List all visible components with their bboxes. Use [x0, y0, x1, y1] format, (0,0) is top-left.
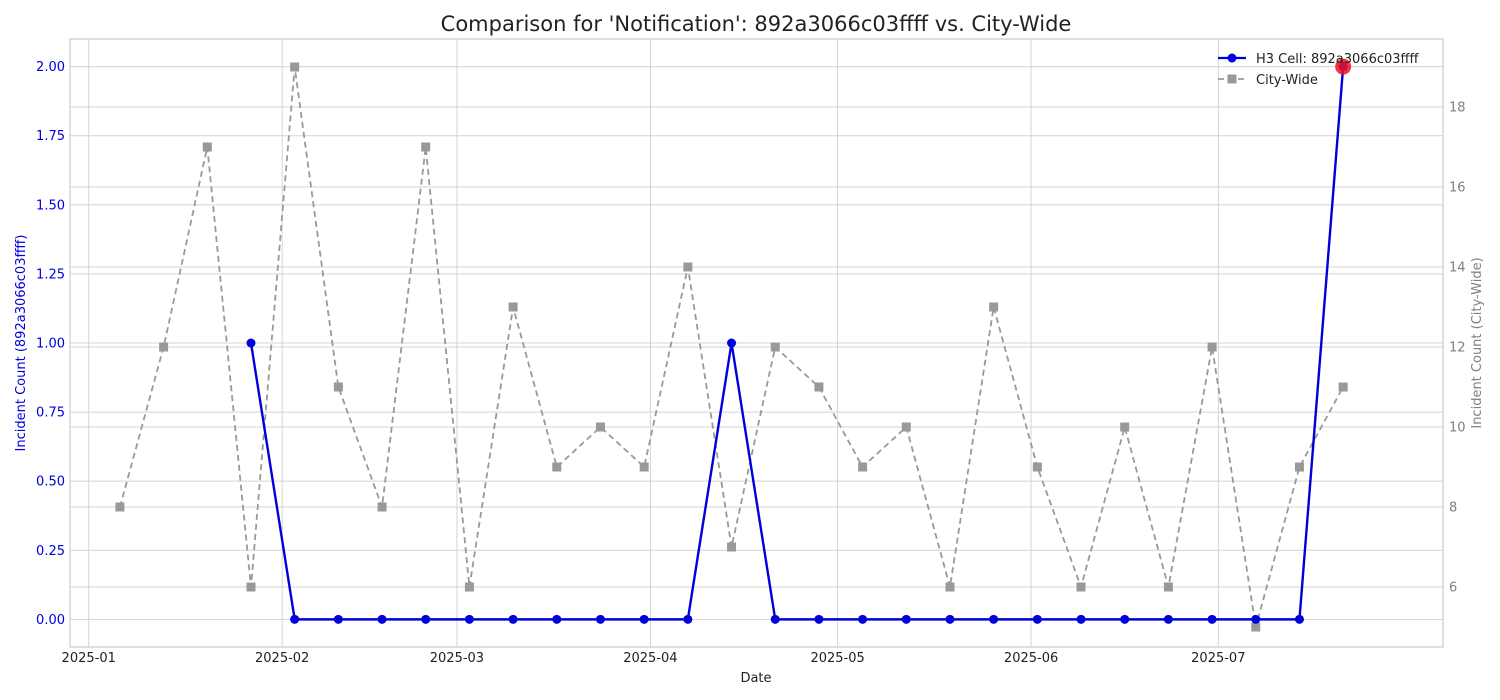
y-left-tick-label: 0.25 [36, 544, 65, 559]
h3-cell-point [1120, 614, 1130, 624]
city-wide-point [639, 462, 649, 472]
city-wide-point [508, 302, 518, 312]
h3-cell-point [1163, 614, 1173, 624]
y-axis-left-label: Incident Count (892a3066c03ffff) [14, 235, 29, 452]
city-wide-point [1207, 342, 1217, 352]
y-right-tick-label: 6 [1449, 581, 1457, 596]
y-left-tick-label: 1.25 [36, 267, 65, 282]
plot-frame [69, 38, 1444, 648]
y-left-tick-label: 2.00 [36, 60, 65, 75]
h3-cell-point [377, 614, 387, 624]
h3-cell-point [552, 614, 562, 624]
h3-cell-point [814, 614, 824, 624]
city-wide-point [901, 422, 911, 432]
h3-cell-point [246, 338, 256, 348]
city-wide-point [1294, 462, 1304, 472]
city-wide-point [945, 582, 955, 592]
y-left-tick-label: 1.00 [36, 337, 65, 352]
h3-cell-point [1032, 614, 1042, 624]
city-wide-point [202, 142, 212, 152]
y-left-tick-label: 0.00 [36, 613, 65, 628]
x-tick-label: 2025-07 [1191, 651, 1245, 666]
h3-cell-point [1251, 614, 1261, 624]
h3-cell-point [945, 614, 955, 624]
x-tick-label: 2025-05 [810, 651, 864, 666]
chart-title: Comparison for 'Notification': 892a3066c… [441, 12, 1072, 36]
legend-city-label: City-Wide [1256, 73, 1318, 88]
y-right-tick-label: 18 [1449, 101, 1466, 116]
city-wide-point [246, 582, 256, 592]
x-tick-label: 2025-03 [430, 651, 484, 666]
h3-cell-point [595, 614, 605, 624]
city-wide-point [683, 262, 693, 272]
h3-cell-point [1207, 614, 1217, 624]
city-wide-point [552, 462, 562, 472]
city-wide-point [1120, 422, 1130, 432]
x-tick-label: 2025-01 [62, 651, 116, 666]
city-wide-point [814, 382, 824, 392]
h3-cell-point [1294, 614, 1304, 624]
h3-cell-point [683, 614, 693, 624]
h3-cell-point [508, 614, 518, 624]
city-wide-point [115, 502, 125, 512]
highlight-point [1335, 58, 1352, 75]
series-layer [115, 58, 1352, 632]
city-wide-point [989, 302, 999, 312]
city-wide-point [1163, 582, 1173, 592]
x-axis-label: Date [740, 671, 771, 686]
y-right-tick-label: 16 [1449, 181, 1466, 196]
y-right-tick-label: 8 [1449, 501, 1457, 516]
y-right-tick-label: 12 [1449, 341, 1466, 356]
x-tick-label: 2025-04 [623, 651, 677, 666]
y-left-tick-label: 1.75 [36, 129, 65, 144]
city-wide-point [727, 542, 737, 552]
legend-city-marker [1227, 74, 1237, 84]
legend-cell-label: H3 Cell: 892a3066c03ffff [1256, 52, 1419, 67]
h3-cell-point [639, 614, 649, 624]
y-right-tick-label: 10 [1449, 421, 1466, 436]
city-wide-point [858, 462, 868, 472]
y-left-tick-label: 0.50 [36, 475, 65, 490]
x-tick-label: 2025-06 [1004, 651, 1058, 666]
h3-cell-point [901, 614, 911, 624]
x-tick-label: 2025-02 [255, 651, 309, 666]
city-wide-point [421, 142, 431, 152]
city-wide-point [377, 502, 387, 512]
city-wide-point [595, 422, 605, 432]
h3-cell-point [333, 614, 343, 624]
city-wide-point [1076, 582, 1086, 592]
h3-cell-point [1076, 614, 1086, 624]
city-wide-point [464, 582, 474, 592]
city-wide-point [770, 342, 780, 352]
city-wide-point [333, 382, 343, 392]
h3-cell-point [290, 614, 300, 624]
city-wide-point [1251, 622, 1261, 632]
city-wide-point [290, 62, 300, 72]
y-left-tick-label: 0.75 [36, 406, 65, 421]
legend: H3 Cell: 892a3066c03ffff City-Wide [1218, 52, 1419, 88]
h3-cell-line [249, 66, 1345, 621]
legend-cell-marker [1227, 53, 1237, 63]
city-wide-point [1338, 382, 1348, 392]
city-wide-point [1032, 462, 1042, 472]
city-wide-point [159, 342, 169, 352]
y-axis-right-label: Incident Count (City-Wide) [1470, 257, 1485, 428]
h3-cell-point [421, 614, 431, 624]
axes-layer: 2025-01 2025-02 2025-03 2025-04 2025-05 2025-… [36, 60, 1466, 666]
h3-cell-point [464, 614, 474, 624]
y-right-tick-label: 14 [1449, 261, 1466, 276]
y-left-tick-label: 1.50 [36, 198, 65, 213]
h3-cell-point [770, 614, 780, 624]
h3-cell-point [727, 338, 737, 348]
h3-cell-point [989, 614, 999, 624]
h3-cell-point [858, 614, 868, 624]
